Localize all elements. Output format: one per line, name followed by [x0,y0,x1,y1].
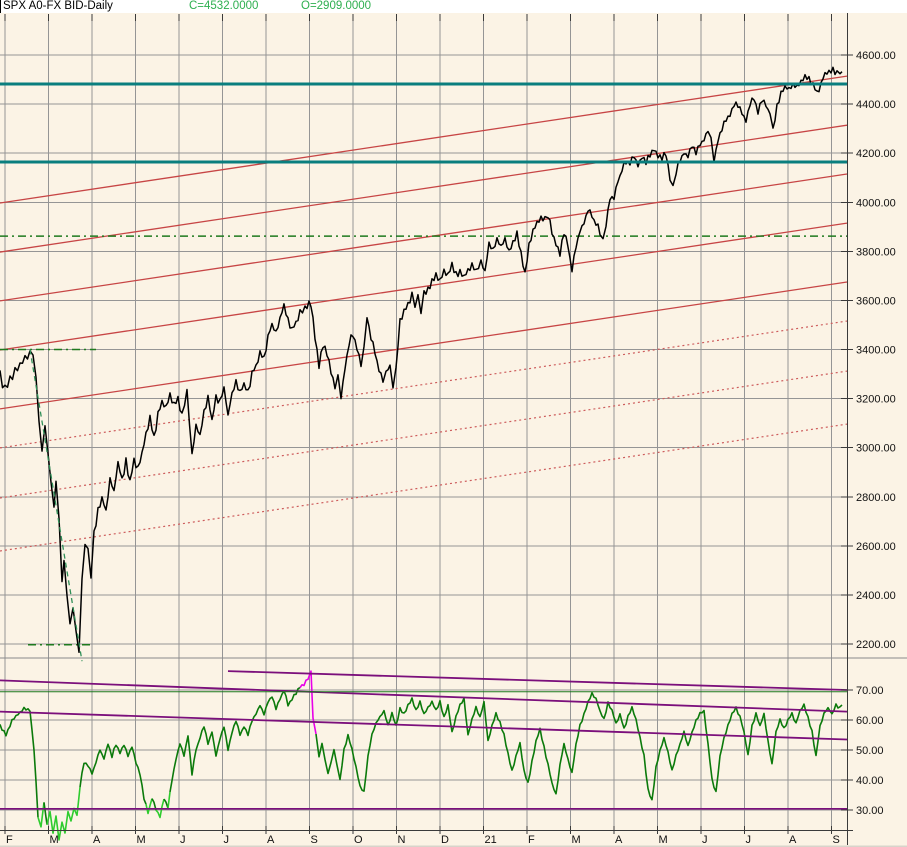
svg-text:4000.00: 4000.00 [856,197,896,209]
svg-text:2800.00: 2800.00 [856,492,896,504]
trend-channel-lines [0,75,848,552]
svg-text:3200.00: 3200.00 [856,394,896,406]
green-levels [0,235,847,646]
axes [0,13,907,847]
svg-text:50.00: 50.00 [856,745,884,757]
svg-text:40.00: 40.00 [856,775,884,787]
svg-text:S: S [311,834,318,846]
svg-text:M: M [50,834,59,846]
svg-text:2400.00: 2400.00 [856,590,896,602]
chart-header: SPX A0-FX BID-Daily C=4532.0000 O=2909.0… [0,0,907,13]
svg-text:2200.00: 2200.00 [856,639,896,651]
rsi-trendlines [0,670,848,810]
svg-text:4200.00: 4200.00 [856,148,896,160]
svg-text:D: D [441,834,449,846]
svg-text:3600.00: 3600.00 [856,295,896,307]
svg-text:60.00: 60.00 [856,715,884,727]
svg-text:O: O [354,834,363,846]
svg-text:3400.00: 3400.00 [856,345,896,357]
svg-text:J: J [746,834,752,846]
svg-text:A: A [615,834,623,846]
gridlines [0,14,847,830]
svg-text:3800.00: 3800.00 [856,246,896,258]
svg-text:J: J [702,834,708,846]
svg-text:M: M [137,834,146,846]
axis-labels: 4600.00 4400.00 4200.00 4000.00 3800.00 3600.… [6,50,896,846]
svg-text:M: M [572,834,581,846]
svg-text:A: A [267,834,275,846]
svg-text:4400.00: 4400.00 [856,99,896,111]
svg-text:2600.00: 2600.00 [856,541,896,553]
symbol-title: SPX A0-FX BID-Daily [3,0,113,12]
svg-text:M: M [659,834,668,846]
svg-text:S: S [833,834,840,846]
svg-text:21: 21 [485,834,497,846]
open-value-label: O=2909.0000 [301,0,372,12]
svg-text:J: J [224,834,230,846]
svg-text:3000.00: 3000.00 [856,443,896,455]
svg-text:F: F [528,834,535,846]
svg-text:A: A [93,834,101,846]
price-series [0,66,843,662]
svg-text:4600.00: 4600.00 [856,50,896,62]
svg-text:N: N [398,834,406,846]
svg-text:A: A [789,834,797,846]
svg-text:30.00: 30.00 [856,805,884,817]
close-value-label: C=4532.0000 [189,0,259,12]
svg-text:J: J [180,834,186,846]
horizontal-alert-levels [0,82,847,164]
svg-text:F: F [6,834,13,846]
svg-text:70.00: 70.00 [856,685,884,697]
